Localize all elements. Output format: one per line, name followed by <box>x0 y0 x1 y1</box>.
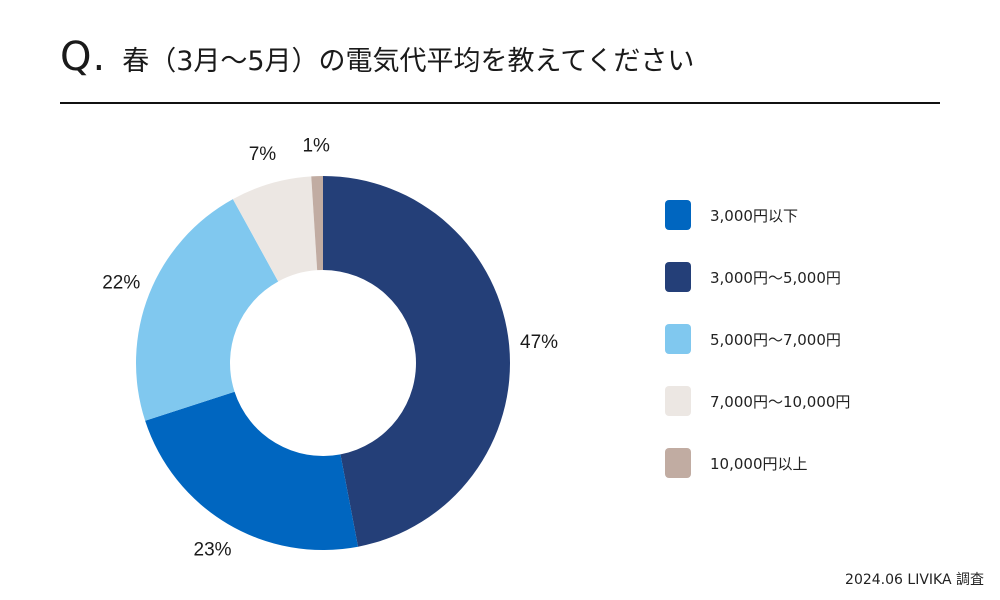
survey-footnote: 2024.06 LIVIKA 調査 <box>845 572 984 588</box>
legend-swatch <box>665 200 691 230</box>
legend-item-10-000: 10,000円以上 <box>665 448 808 478</box>
slice-3-000-5-000 <box>323 176 511 547</box>
legend-item-3-000: 3,000円以下 <box>665 200 798 230</box>
slice-7-000-10-000 <box>232 176 318 282</box>
legend-label: 5,000円〜7,000円 <box>710 330 841 349</box>
legend-swatch <box>665 324 691 354</box>
slice-label-7-000-10-000: 7% <box>249 144 277 165</box>
slice-3-000 <box>145 391 359 550</box>
question-prefix: Q. <box>60 34 107 80</box>
slice-label-3-000-5-000: 47% <box>520 332 558 353</box>
question-title: Q. 春（3月〜5月）の電気代平均を教えてください <box>60 34 694 80</box>
legend-swatch <box>665 262 691 292</box>
legend-label: 10,000円以上 <box>710 454 808 473</box>
slice-label-3-000: 23% <box>194 539 232 560</box>
title-divider <box>60 102 940 104</box>
legend-item-7-000-10-000: 7,000円〜10,000円 <box>665 386 850 416</box>
slice-5-000-7-000 <box>136 199 279 421</box>
question-text: 春（3月〜5月）の電気代平均を教えてください <box>122 46 695 77</box>
legend-item-5-000-7-000: 5,000円〜7,000円 <box>665 324 841 354</box>
slice-10-000 <box>311 176 323 271</box>
legend-swatch <box>665 448 691 478</box>
legend-label: 7,000円〜10,000円 <box>710 392 851 411</box>
legend-item-3-000-5-000: 3,000円〜5,000円 <box>665 262 841 292</box>
legend-label: 3,000円以下 <box>710 206 798 225</box>
legend-swatch <box>665 386 691 416</box>
legend-label: 3,000円〜5,000円 <box>710 268 841 287</box>
slice-label-5-000-7-000: 22% <box>102 273 140 294</box>
donut-chart: 47% 23% 22% 7% 1% <box>102 136 558 561</box>
slice-label-10-000: 1% <box>302 136 330 157</box>
